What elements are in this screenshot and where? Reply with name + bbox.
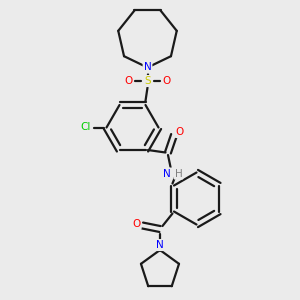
Text: N: N — [156, 240, 164, 250]
Text: O: O — [132, 218, 141, 229]
Text: O: O — [124, 76, 133, 86]
Text: N: N — [144, 62, 152, 73]
Text: O: O — [176, 127, 184, 137]
Text: S: S — [144, 76, 151, 86]
Text: Cl: Cl — [81, 122, 91, 133]
Text: O: O — [162, 76, 171, 86]
Text: N: N — [163, 169, 170, 178]
Text: H: H — [175, 169, 182, 178]
